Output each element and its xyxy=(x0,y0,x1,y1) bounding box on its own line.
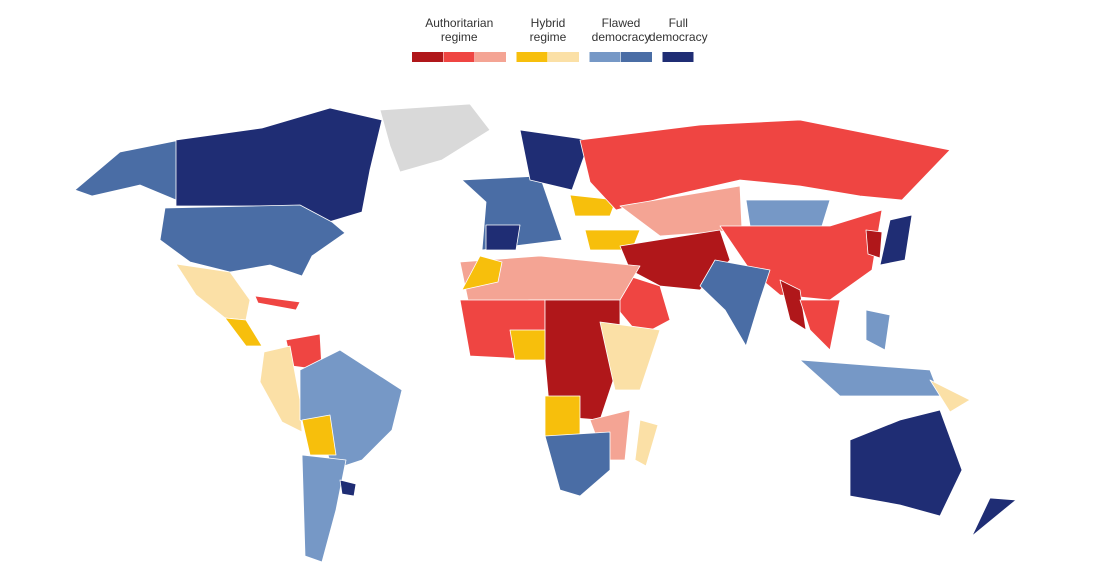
southern-cone xyxy=(301,454,347,563)
papua-new-guinea xyxy=(929,379,971,413)
legend-label: regime xyxy=(530,30,567,44)
mongolia xyxy=(745,199,831,227)
ukraine xyxy=(569,194,617,217)
new-zealand xyxy=(971,497,1017,537)
east-africa xyxy=(599,321,661,391)
uruguay xyxy=(339,479,357,497)
iberia xyxy=(485,224,521,251)
philippines xyxy=(865,309,891,351)
bolivia xyxy=(301,414,337,456)
canada xyxy=(175,107,383,225)
world-map xyxy=(74,103,1017,563)
indonesia xyxy=(799,359,941,397)
mexico xyxy=(175,263,251,321)
legend-swatch xyxy=(662,52,694,62)
legend-swatch xyxy=(412,52,443,62)
legend-label: Hybrid xyxy=(531,16,566,30)
legend-swatch xyxy=(621,52,652,62)
legend-label: Full xyxy=(669,16,688,30)
australia xyxy=(849,409,963,517)
russia xyxy=(579,119,951,211)
legend-swatch xyxy=(548,52,579,62)
legend-label: Flawed xyxy=(602,16,641,30)
greenland xyxy=(379,103,491,173)
indochina xyxy=(799,299,841,351)
myanmar xyxy=(779,279,807,331)
legend: AuthoritarianregimeHybridregimeFlaweddem… xyxy=(412,16,708,62)
legend-swatch xyxy=(516,52,548,62)
legend-label: democracy xyxy=(592,30,651,44)
morocco xyxy=(461,255,503,291)
usa xyxy=(159,204,346,277)
southern-africa xyxy=(544,431,611,497)
angola xyxy=(544,395,581,437)
madagascar xyxy=(634,419,659,467)
legend-swatch xyxy=(589,52,621,62)
legend-label: Authoritarian xyxy=(425,16,493,30)
scandinavia xyxy=(519,129,591,191)
north-korea xyxy=(865,229,883,259)
legend-label: regime xyxy=(441,30,478,44)
legend-label: democracy xyxy=(649,30,708,44)
legend-swatch xyxy=(443,52,475,62)
japan xyxy=(879,214,913,266)
legend-swatch xyxy=(475,52,506,62)
central-america xyxy=(224,317,263,347)
cuba xyxy=(254,295,301,311)
india xyxy=(699,259,771,347)
nigeria xyxy=(509,329,546,361)
peru xyxy=(259,345,303,433)
alaska xyxy=(74,139,181,201)
